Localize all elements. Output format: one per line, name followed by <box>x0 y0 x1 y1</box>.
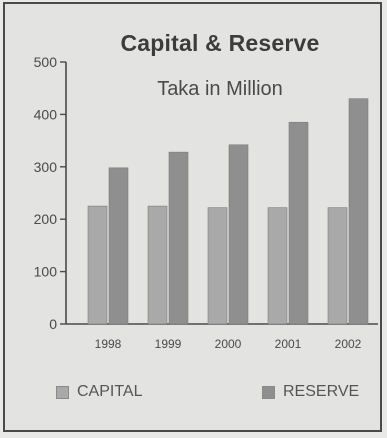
x-tick-label: 1999 <box>155 337 182 351</box>
y-tick-label: 300 <box>34 159 58 175</box>
bar-reserve-2002 <box>348 98 369 325</box>
bar-reserve-2001 <box>288 121 309 325</box>
bar-reserve-1998 <box>108 167 129 325</box>
legend-item-capital: CAPITAL <box>56 383 143 401</box>
bar-capital-2001 <box>267 207 288 325</box>
bar-capital-1998 <box>87 205 108 325</box>
legend-swatch-reserve <box>262 385 275 399</box>
y-tick-label: 0 <box>49 316 57 332</box>
y-tick-labels: 0 100 200 300 400 500 <box>34 54 58 332</box>
x-tick-labels: 1998 1999 2000 2001 2002 <box>95 337 362 351</box>
bar-capital-1999 <box>147 205 168 325</box>
y-tick-label: 400 <box>34 106 58 122</box>
legend-item-reserve: RESERVE <box>262 383 359 401</box>
bars <box>87 98 369 325</box>
bar-capital-2000 <box>207 207 228 325</box>
y-tick-label: 500 <box>34 54 58 70</box>
y-tick-label: 100 <box>34 264 58 280</box>
x-tick-label: 2001 <box>275 337 302 351</box>
x-tick-label: 2002 <box>335 337 362 351</box>
legend-label-reserve: RESERVE <box>283 383 360 400</box>
chart-title: Capital & Reserve <box>120 30 320 56</box>
bar-reserve-2000 <box>228 144 249 325</box>
x-tick-label: 1998 <box>95 337 122 351</box>
bar-reserve-1999 <box>168 151 189 325</box>
x-tick-label: 2000 <box>215 337 242 351</box>
legend-swatch-capital <box>56 385 69 399</box>
bar-capital-2002 <box>327 207 348 325</box>
y-tick-label: 200 <box>34 211 58 227</box>
chart-subtitle: Taka in Million <box>157 78 283 100</box>
legend-label-capital: CAPITAL <box>77 383 143 400</box>
